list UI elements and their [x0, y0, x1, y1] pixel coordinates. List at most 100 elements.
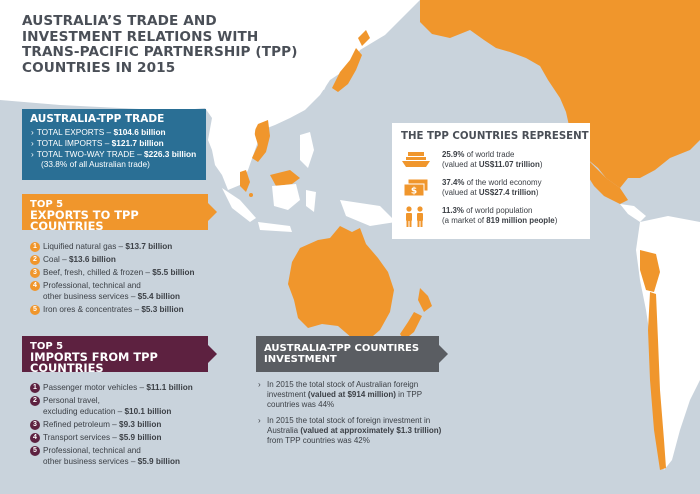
represent-economy-text: 37.4% of the world economy (valued at US…: [442, 178, 542, 198]
trade-summary-box: AUSTRALIA-TPP TRADE › TOTAL EXPORTS – $10…: [22, 109, 206, 180]
arrow-icon: ›: [258, 380, 261, 389]
arrow-icon: ›: [31, 127, 34, 137]
item-label: Personal travel,: [43, 396, 100, 405]
imports-list: 1 Passenger motor vehicles – $11.1 billi…: [30, 383, 230, 483]
item-label: Refined petroleum –: [43, 420, 120, 429]
exports-heading-main: Exports to TPP countries: [30, 208, 139, 233]
represent-trade-sub: (valued at: [442, 160, 479, 169]
peru: [640, 250, 660, 292]
item-value: $9.3 billion: [119, 420, 162, 429]
malaysia-peninsula: [240, 170, 250, 192]
north-america: [470, 0, 700, 188]
represent-population-text: 11.3% of world population (a market of 8…: [442, 206, 557, 226]
item-value: $11.1 billion: [146, 383, 193, 392]
represent-pop-label: of world population: [463, 206, 533, 215]
number-badge: 5: [30, 305, 40, 315]
trade-exports-value: $104.6 billion: [113, 127, 166, 137]
represent-trade-pct: 25.9%: [442, 150, 465, 159]
represent-trade-label: of world trade: [464, 150, 515, 159]
represent-economy-label: of the world economy: [464, 178, 542, 187]
investment-p1-line2-end: in TPP: [395, 390, 423, 400]
title-line-1: Australia’s trade and: [22, 13, 217, 29]
money-icon: $: [403, 178, 429, 197]
imports-heading: Top 5 Imports from TPP countries: [22, 336, 208, 375]
trade-exports-row: › TOTAL EXPORTS – $104.6 billion: [31, 127, 200, 138]
australia: [288, 226, 394, 342]
asia-landmass: [0, 0, 420, 190]
trade-twoway-value: $226.3 billion: [144, 148, 197, 159]
item-label: Beef, fresh, chilled & frozen –: [43, 268, 153, 277]
new-zealand-north: [418, 288, 432, 312]
represent-trade-value: US$11.07 trillion: [478, 160, 540, 169]
item-value: $5.4 billion: [137, 291, 180, 301]
represent-trade-text: 25.9% of world trade (valued at US$11.07…: [442, 150, 542, 170]
title-line-2: investment relations with: [22, 28, 259, 45]
item-value: $5.5 billion: [152, 268, 195, 277]
investment-heading-line-2: Investment: [264, 354, 337, 365]
item-label: Coal –: [43, 255, 69, 264]
investment-paragraph-2: › In 2015 the total stock of foreign inv…: [258, 416, 468, 447]
represent-pop-pct: 11.3%: [442, 206, 464, 215]
trade-imports-label: TOTAL IMPORTS –: [36, 137, 112, 148]
tpp-represent-heading: The TPP countries represent: [401, 131, 589, 142]
item-value: $10.1 billion: [124, 406, 172, 416]
represent-economy-sub: (valued at: [442, 188, 479, 197]
korea-peninsula: [318, 66, 330, 90]
trade-twoway-label: TOTAL TWO-WAY TRADE –: [36, 148, 145, 159]
investment-heading-arrow: [439, 345, 448, 363]
number-badge: 5: [30, 446, 40, 456]
investment-p1-line2: investment: [267, 390, 308, 400]
item-label: Liquified natural gas –: [43, 242, 126, 251]
item-value: $5.3 billion: [141, 305, 184, 314]
imports-heading-arrow: [208, 345, 217, 363]
number-badge: 2: [30, 255, 40, 265]
java: [258, 222, 292, 232]
item-label: Iron ores & concentrates –: [43, 305, 142, 314]
item-label-line-2: other business services –: [43, 456, 138, 466]
arrow-icon: ›: [258, 415, 261, 425]
item-label: Passenger motor vehicles –: [43, 383, 147, 392]
investment-p2-line2: Australia: [267, 425, 301, 435]
item-label: Professional, technical and: [43, 446, 141, 455]
imports-heading-main: Imports from TPP countries: [30, 350, 158, 375]
svg-text:$: $: [411, 187, 417, 197]
trade-exports-label: TOTAL EXPORTS –: [36, 127, 114, 137]
item-value: $13.7 billion: [125, 242, 173, 251]
item-label: Professional, technical and: [43, 281, 141, 290]
chile: [648, 292, 666, 470]
represent-economy-pct: 37.4%: [442, 178, 465, 187]
represent-pop-value: 819 million people: [486, 216, 555, 225]
exports-list: 1 Liquified natural gas – $13.7 billion …: [30, 242, 230, 322]
item-value: $5.9 billion: [119, 433, 162, 442]
investment-p2-line1: In 2015 the total stock of foreign inves…: [267, 415, 431, 425]
vietnam: [252, 120, 270, 162]
represent-economy-value: US$27.4 trillion: [478, 188, 536, 197]
japan-north: [358, 30, 370, 46]
exports-heading-arrow: [208, 203, 217, 221]
investment-text: › In 2015 the total stock of Australian …: [258, 380, 468, 451]
trade-imports-value: $121.7 billion: [111, 137, 164, 148]
represent-economy-sub-end: ): [535, 188, 539, 197]
represent-pop-sub-end: ): [554, 216, 558, 225]
japan: [332, 48, 362, 92]
number-badge: 4: [30, 433, 40, 443]
alaska: [420, 0, 470, 38]
title-line-4: countries in 2015: [22, 59, 176, 76]
number-badge: 2: [30, 396, 40, 406]
number-badge: 3: [30, 268, 40, 278]
borneo: [272, 184, 300, 210]
number-badge: 3: [30, 420, 40, 430]
mexico: [584, 158, 628, 204]
represent-economy-row: $ 37.4% of the world economy (valued at …: [402, 178, 542, 203]
tpp-represent-box: The TPP countries represent 25.9% of wor…: [392, 123, 590, 239]
represent-trade-sub-end: ): [539, 160, 543, 169]
number-badge: 1: [30, 242, 40, 252]
title-line-3: Trans-Pacific Partnership (TPP): [22, 44, 298, 60]
trade-summary-heading: AUSTRALIA-TPP TRADE: [30, 113, 165, 125]
sulawesi: [306, 190, 316, 212]
arrow-icon: ›: [31, 137, 34, 148]
represent-population-row: 11.3% of world population (a market of 8…: [402, 206, 557, 233]
trade-twoway-note: (33.8% of all Australian trade): [41, 159, 150, 170]
item-label: Transport services –: [43, 433, 120, 442]
